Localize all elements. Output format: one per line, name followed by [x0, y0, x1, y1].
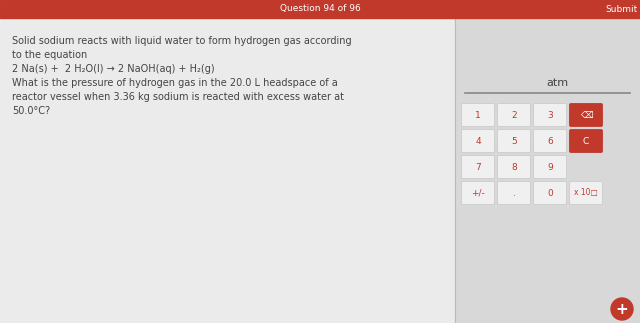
Text: 50.0°C?: 50.0°C?	[12, 106, 50, 116]
Circle shape	[611, 298, 633, 320]
Text: C: C	[583, 137, 589, 145]
Bar	[0, 0, 640, 18]
Text: x 10□: x 10□	[574, 189, 598, 197]
Text: ⌫: ⌫	[580, 110, 593, 120]
Text: 3: 3	[547, 110, 553, 120]
Text: 9: 9	[547, 162, 553, 172]
FancyBboxPatch shape	[497, 130, 531, 152]
Bar	[0, 18, 455, 323]
Text: 5: 5	[511, 137, 517, 145]
FancyBboxPatch shape	[461, 182, 495, 204]
Text: +: +	[616, 301, 628, 317]
FancyBboxPatch shape	[461, 130, 495, 152]
Text: 6: 6	[547, 137, 553, 145]
Text: +/-: +/-	[471, 189, 485, 197]
FancyBboxPatch shape	[534, 130, 566, 152]
Text: atm: atm	[547, 78, 568, 88]
Text: 7: 7	[475, 162, 481, 172]
FancyBboxPatch shape	[570, 130, 602, 152]
Text: 1: 1	[475, 110, 481, 120]
Text: 8: 8	[511, 162, 517, 172]
FancyBboxPatch shape	[497, 155, 531, 179]
Text: 2: 2	[511, 110, 517, 120]
Text: 0: 0	[547, 189, 553, 197]
FancyBboxPatch shape	[534, 103, 566, 127]
Text: reactor vessel when 3.36 kg sodium is reacted with excess water at: reactor vessel when 3.36 kg sodium is re…	[12, 92, 344, 102]
FancyBboxPatch shape	[461, 103, 495, 127]
FancyBboxPatch shape	[534, 182, 566, 204]
Text: What is the pressure of hydrogen gas in the 20.0 L headspace of a: What is the pressure of hydrogen gas in …	[12, 78, 338, 88]
Text: 2 Na(s) +  2 H₂O(l) → 2 NaOH(aq) + H₂(g): 2 Na(s) + 2 H₂O(l) → 2 NaOH(aq) + H₂(g)	[12, 64, 214, 74]
FancyBboxPatch shape	[570, 182, 602, 204]
FancyBboxPatch shape	[497, 182, 531, 204]
FancyBboxPatch shape	[570, 103, 602, 127]
Text: Submit: Submit	[606, 5, 638, 14]
FancyBboxPatch shape	[461, 155, 495, 179]
Bar	[455, 18, 640, 323]
Text: 4: 4	[475, 137, 481, 145]
Text: Question 94 of 96: Question 94 of 96	[280, 5, 360, 14]
Text: .: .	[513, 189, 515, 197]
FancyBboxPatch shape	[497, 103, 531, 127]
Text: to the equation: to the equation	[12, 50, 87, 60]
FancyBboxPatch shape	[534, 155, 566, 179]
Text: Solid sodium reacts with liquid water to form hydrogen gas according: Solid sodium reacts with liquid water to…	[12, 36, 351, 46]
